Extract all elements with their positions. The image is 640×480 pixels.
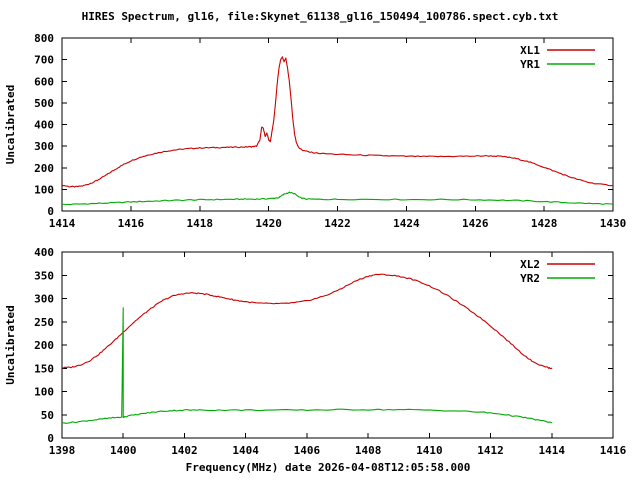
y-tick-label: 300 <box>34 140 54 153</box>
legend-label-yr1: YR1 <box>520 58 540 71</box>
x-axis-label: Frequency(MHz) date 2026-04-08T12:05:58.… <box>186 461 471 474</box>
y-tick-label: 300 <box>34 293 54 306</box>
x-tick-label: 1412 <box>477 444 504 457</box>
y-tick-label: 150 <box>34 362 54 375</box>
x-tick-label: 1416 <box>118 217 145 230</box>
y-tick-label: 100 <box>34 386 54 399</box>
y-tick-label: 100 <box>34 183 54 196</box>
x-tick-label: 1408 <box>355 444 382 457</box>
top-panel: 1414 1416 1418 1420 1422 1424 1426 1428 1430 0 100… <box>4 32 626 230</box>
legend-label-xl1: XL1 <box>520 44 540 57</box>
x-tick-label: 1406 <box>294 444 321 457</box>
x-tick-label: 1430 <box>600 217 627 230</box>
series-line-yr1 <box>62 191 613 206</box>
figure-title: HIRES Spectrum, gl16, file:Skynet_61138_… <box>82 10 559 23</box>
y-tick-label: 400 <box>34 119 54 132</box>
y-axis-label: Uncalibrated <box>4 85 17 164</box>
y-tick-label: 400 <box>34 246 54 259</box>
traces <box>62 56 613 206</box>
x-tick-label: 1428 <box>531 217 558 230</box>
x-tick-label: 1414 <box>539 444 566 457</box>
legend-label-yr2: YR2 <box>520 272 540 285</box>
x-tick-label: 1410 <box>416 444 443 457</box>
x-tick-label: 1422 <box>324 217 351 230</box>
y-tick-label: 200 <box>34 162 54 175</box>
legend-label-xl2: XL2 <box>520 258 540 271</box>
traces <box>62 273 553 424</box>
y-tick-label: 500 <box>34 97 54 110</box>
y-tick-label: 600 <box>34 75 54 88</box>
x-tick-label: 1426 <box>462 217 489 230</box>
x-tick-label: 1400 <box>110 444 137 457</box>
y-tick-label: 200 <box>34 339 54 352</box>
y-tick-label: 0 <box>47 205 54 218</box>
x-tick-label: 1420 <box>255 217 282 230</box>
series-line-yr2 <box>62 307 553 424</box>
y-tick-label: 350 <box>34 269 54 282</box>
bottom-panel: 1398 1400 1402 1404 1406 1408 1410 1412 1414 1416… <box>4 246 627 457</box>
y-tick-label: 700 <box>34 54 54 67</box>
x-tick-label: 1414 <box>49 217 76 230</box>
x-tick-label: 1398 <box>49 444 76 457</box>
y-tick-label: 800 <box>34 32 54 45</box>
x-tick-label: 1404 <box>232 444 259 457</box>
x-tick-label: 1416 <box>600 444 627 457</box>
x-tick-label: 1424 <box>393 217 420 230</box>
x-tick-label: 1402 <box>171 444 198 457</box>
series-line-xl2 <box>62 273 553 370</box>
x-tick-label: 1418 <box>187 217 214 230</box>
y-tick-label: 250 <box>34 316 54 329</box>
y-tick-label: 50 <box>41 409 54 422</box>
y-axis-label: Uncalibrated <box>4 305 17 384</box>
series-line-xl1 <box>62 56 613 188</box>
y-tick-label: 0 <box>47 432 54 445</box>
